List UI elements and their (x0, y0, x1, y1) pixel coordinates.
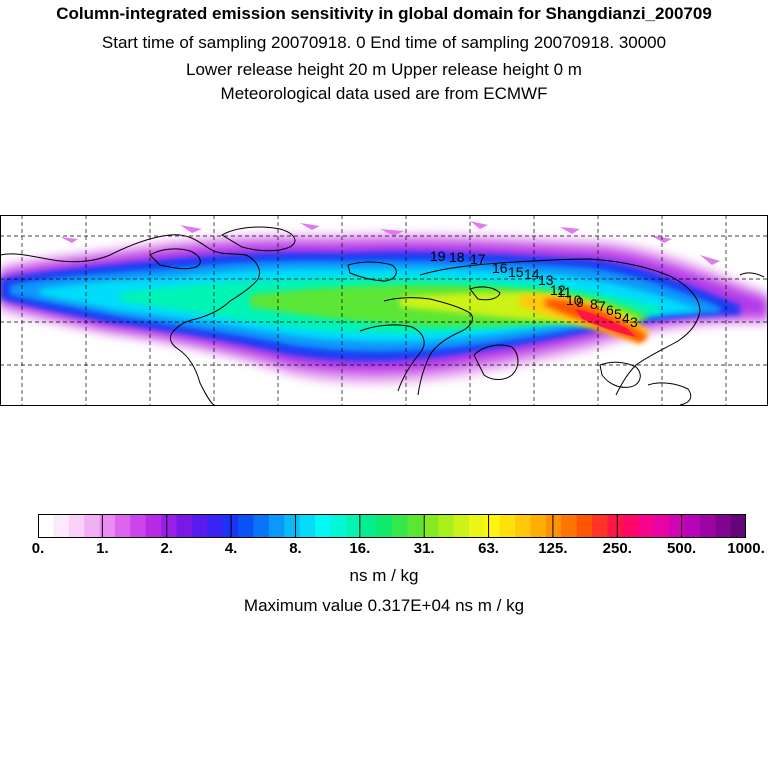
colorbar-cell (576, 514, 593, 538)
colorbar-cell (376, 514, 393, 538)
colorbar-tick-label: 16. (349, 540, 371, 557)
colorbar-cell (653, 514, 670, 538)
colorbar-cell (422, 514, 439, 538)
trajectory-label: 17 (470, 251, 486, 267)
trajectory-label: 14 (524, 266, 540, 282)
colorbar-tick-label: 500. (667, 540, 697, 557)
colorbar-cell (176, 514, 193, 538)
colorbar-cell (315, 514, 332, 538)
colorbar-cell (130, 514, 147, 538)
colorbar-tick-label: 1000. (727, 540, 765, 557)
trajectory-label: 10 (566, 292, 582, 308)
colorbar-cell (407, 514, 424, 538)
sensitivity-field (0, 221, 768, 384)
colorbar-cell (468, 514, 485, 538)
release-height-line: Lower release height 20 m Upper release … (186, 60, 582, 79)
colorbar-cell (53, 514, 70, 538)
colorbar-tick-label: 4. (224, 540, 238, 557)
colorbar-cell (253, 514, 270, 538)
trajectory-label: 3 (630, 314, 638, 330)
trajectory-label: 12 (550, 282, 566, 298)
colorbar-cell (330, 514, 347, 538)
coastlines (0, 226, 765, 406)
met-data-line: Meteorological data used are from ECMWF (220, 84, 548, 103)
colorbar-tick-label: 31. (413, 540, 435, 557)
colorbar-cell (453, 514, 470, 538)
colorbar (38, 514, 746, 538)
colorbar-cell (191, 514, 208, 538)
colorbar-cell (438, 514, 455, 538)
colorbar-cell (68, 514, 85, 538)
trajectory-label: 13 (538, 272, 554, 288)
colorbar-cell (515, 514, 532, 538)
colorbar-cell (207, 514, 224, 538)
trajectory-label: 8 (590, 296, 598, 312)
trajectory-label: 19 (430, 248, 446, 264)
graticule (0, 215, 768, 406)
colorbar-cell (392, 514, 408, 538)
colorbar-tick-label: 63. (478, 540, 499, 557)
colorbar-cell (530, 514, 547, 538)
colorbar-units: ns m / kg (349, 566, 419, 585)
colorbar-cell (268, 514, 285, 538)
colorbar-cell (145, 514, 162, 538)
colorbar-cell (284, 514, 301, 538)
colorbar-cell (238, 514, 255, 538)
trajectory-label: 6 (606, 302, 614, 318)
colorbar-cell (561, 514, 578, 538)
colorbar-cell (345, 514, 362, 538)
colorbar-cell (361, 514, 378, 538)
colorbar-cell (114, 514, 131, 538)
colorbar-tick-label: 250. (602, 540, 632, 557)
trajectory-label: 11 (557, 284, 572, 300)
sampling-time-line: Start time of sampling 20070918. 0 End t… (101, 33, 667, 52)
colorbar-cell (484, 514, 501, 538)
colorbar-cell (99, 514, 116, 538)
colorbar-cell (38, 514, 54, 538)
plot-title: Column-integrated emission sensitivity i… (56, 4, 712, 23)
colorbar-cell (161, 514, 178, 538)
colorbar-tick-label: 1. (96, 540, 109, 557)
colorbar-tick-label: 8. (289, 540, 302, 557)
colorbar-cell (730, 514, 746, 538)
colorbar-cell (499, 514, 516, 538)
colorbar-cell (715, 514, 732, 538)
trajectory-label: 7 (598, 298, 606, 314)
trajectory-label: 9 (576, 294, 584, 310)
colorbar-cell (592, 514, 609, 538)
colorbar-cell (669, 514, 686, 538)
colorbar-cell (545, 514, 562, 538)
colorbar-cell (622, 514, 639, 538)
colorbar-tick-label: 0. (31, 540, 45, 557)
colorbar-cell (607, 514, 624, 538)
trajectory-label: 4 (622, 310, 630, 326)
max-value-text: Maximum value 0.317E+04 ns m / kg (243, 596, 525, 615)
colorbar-cell (84, 514, 101, 538)
colorbar-tick-label: 125. (538, 540, 568, 557)
colorbar-cell (699, 514, 716, 538)
trajectory-label: 5 (614, 306, 622, 322)
trajectory-label: 18 (449, 249, 465, 265)
trajectory-label: 16 (492, 260, 508, 276)
colorbar-cell (638, 514, 655, 538)
trajectory-label: 15 (508, 264, 524, 280)
colorbar-cell (299, 514, 316, 538)
colorbar-cell (684, 514, 701, 538)
colorbar-tick-label: 2. (160, 540, 173, 557)
